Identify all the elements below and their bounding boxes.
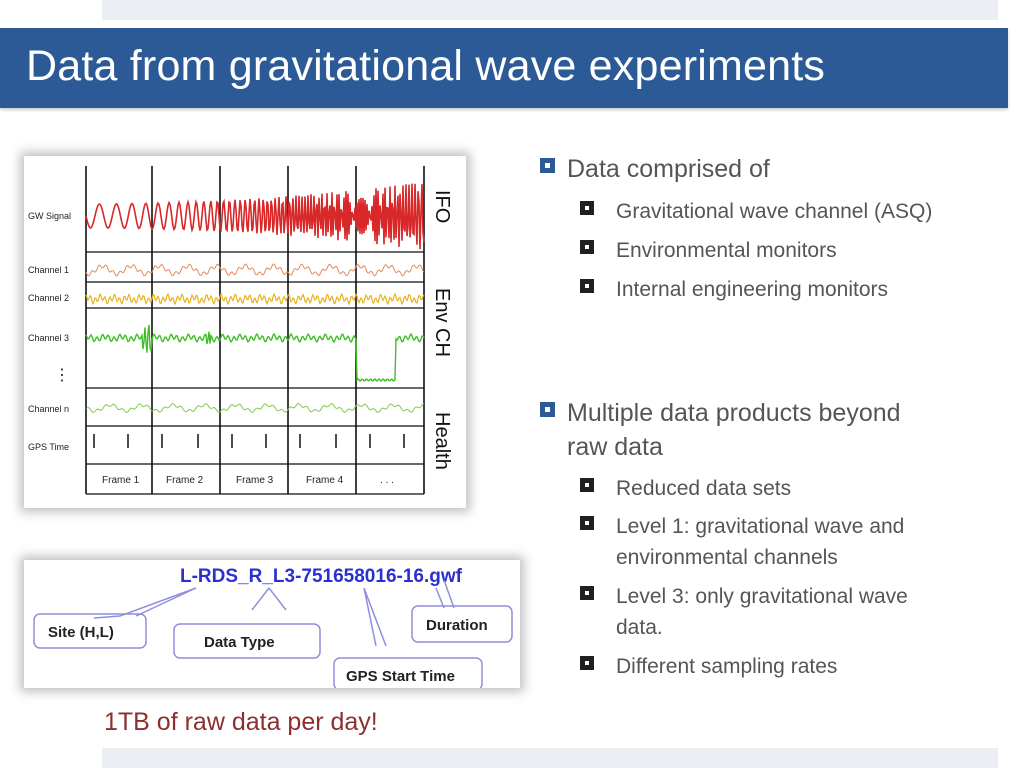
- side-label-health: Health: [431, 412, 453, 470]
- bullet-item: Gravitational wave channel (ASQ): [580, 196, 932, 227]
- row-label-ch2: Channel 2: [28, 293, 69, 303]
- side-label-env-ch: Env CH: [431, 288, 453, 357]
- frame-label-1: Frame 1: [102, 475, 140, 486]
- bullet-text-line-2: environmental channels: [616, 546, 838, 569]
- callout-gps-start-time: GPS Start Time: [346, 668, 455, 685]
- frame-label-3: Frame 3: [236, 475, 274, 486]
- bullet-text-line-1: Level 3: only gravitational wave: [616, 585, 908, 608]
- slide-title: Data from gravitational wave experiments: [26, 42, 826, 90]
- bullet-item: Level 1: gravitational wave and environm…: [580, 511, 904, 573]
- bullet-text: Reduced data sets: [616, 477, 792, 500]
- gwf-filename: L-RDS_R_L3-751658016-16.gwf: [180, 566, 463, 587]
- bullet-section-1: Data comprised of: [540, 152, 770, 186]
- square-bullet-icon: [580, 586, 594, 600]
- row-label-gw: GW Signal: [28, 211, 71, 221]
- channel-n-trace: [85, 402, 425, 414]
- channel-2-trace: [85, 292, 425, 306]
- row-label-gps: GPS Time: [28, 442, 69, 452]
- callout-duration: Duration: [426, 617, 488, 634]
- bullet-section-2: Multiple data products beyond raw data: [540, 396, 901, 464]
- bullet-item: Different sampling rates: [580, 651, 837, 682]
- bullet-text-line-2: data.: [616, 616, 663, 639]
- channel-frames-figure: GW Signal Channel 1 Channel 2 Channel 3 …: [24, 156, 466, 508]
- bullet-text: Environmental monitors: [616, 239, 837, 262]
- square-bullet-icon: [540, 402, 555, 417]
- bullet-heading: Data comprised of: [567, 155, 770, 183]
- channel-frames-diagram: GW Signal Channel 1 Channel 2 Channel 3 …: [28, 162, 464, 504]
- filename-diagram: L-RDS_R_L3-751658016-16.gwf Site (H,L) D…: [33, 566, 513, 691]
- row-label-chn: Channel n: [28, 404, 69, 414]
- bottom-decor-strip: [102, 748, 998, 768]
- bullet-item: Internal engineering monitors: [580, 274, 888, 305]
- square-bullet-icon: [580, 656, 594, 670]
- square-bullet-icon: [580, 240, 594, 254]
- bullet-text: Different sampling rates: [616, 655, 838, 678]
- frame-label-4: Frame 4: [306, 475, 344, 486]
- square-bullet-icon: [580, 201, 594, 215]
- callout-data-type: Data Type: [204, 634, 275, 651]
- row-label-ch3: Channel 3: [28, 333, 69, 343]
- frame-label-more: . . .: [380, 475, 394, 486]
- square-bullet-icon: [580, 279, 594, 293]
- square-bullet-icon: [580, 478, 594, 492]
- top-decor-strip: [102, 0, 998, 20]
- bullet-text: Gravitational wave channel (ASQ): [616, 200, 933, 223]
- title-bar: Data from gravitational wave experiments: [0, 28, 1008, 108]
- bullet-heading-line-2: raw data: [567, 433, 663, 461]
- bullet-text: Internal engineering monitors: [616, 278, 888, 301]
- square-bullet-icon: [540, 158, 555, 173]
- square-bullet-icon: [580, 516, 594, 530]
- row-label-ellipsis: ⋮: [54, 367, 70, 384]
- frame-label-2: Frame 2: [166, 475, 204, 486]
- filename-figure: L-RDS_R_L3-751658016-16.gwf Site (H,L) D…: [24, 560, 520, 691]
- footnote: 1TB of raw data per day!: [104, 708, 378, 736]
- bullet-item: Level 3: only gravitational wave data.: [580, 581, 908, 643]
- row-label-ch1: Channel 1: [28, 265, 69, 275]
- bullet-heading-line-1: Multiple data products beyond: [567, 399, 901, 427]
- bullet-text-line-1: Level 1: gravitational wave and: [616, 515, 905, 538]
- side-label-ifo: IFO: [431, 190, 453, 223]
- bullet-item: Reduced data sets: [580, 473, 791, 504]
- bullet-item: Environmental monitors: [580, 235, 837, 266]
- channel-1-trace: [85, 263, 425, 277]
- callout-site: Site (H,L): [48, 624, 114, 641]
- channel-3-trace: [85, 324, 425, 382]
- gw-signal-trace: [85, 183, 425, 250]
